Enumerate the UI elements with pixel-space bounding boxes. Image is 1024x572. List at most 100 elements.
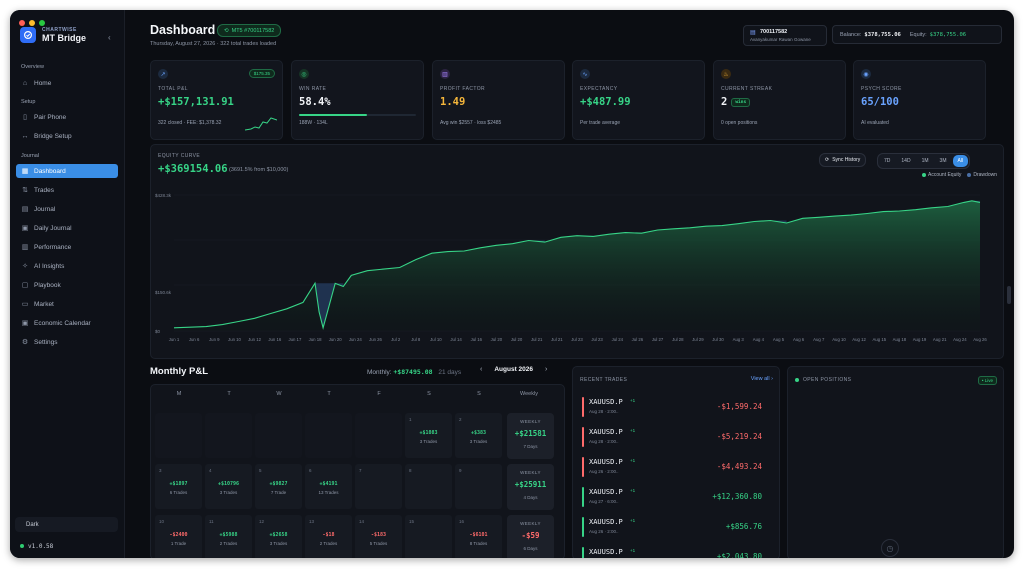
trade-row[interactable]: XAUUSD.P +1 Aug 28 · 2:00.. -$5,219.24 (582, 427, 772, 449)
stat-value-text: 2 (721, 96, 728, 108)
sidebar-item-bridge-setup[interactable]: ↔ Bridge Setup (16, 129, 118, 143)
x-tick-label: Jul 2 (391, 337, 401, 342)
day-pnl: +$4191 (319, 481, 338, 487)
trade-row[interactable]: XAUUSD.P +1 Aug 26 · 2:00.. -$4,493.24 (582, 457, 772, 479)
sidebar-item-market[interactable]: ▭ Market (16, 297, 118, 311)
theme-toggle[interactable]: Dark (15, 517, 118, 532)
trade-row[interactable]: XAUUSD.P +1 Aug 28 · 2:00.. -$1,599.24 (582, 397, 772, 419)
stat-sub: Per trade average (580, 120, 621, 126)
x-tick-label: Aug 10 (832, 337, 846, 342)
calendar-day-cell[interactable]: 10 -$2400 1 Trade (155, 515, 202, 558)
calendar-icon: ▣ (21, 320, 29, 327)
collapse-sidebar-icon[interactable]: ‹ (108, 33, 111, 42)
x-tick-label: Aug 4 (753, 337, 765, 342)
sidebar-item-journal[interactable]: ▤ Journal (16, 202, 118, 216)
x-tick-label: Jun 12 (248, 337, 262, 342)
sidebar-item-label: Dashboard (34, 167, 66, 175)
account-selector[interactable]: ▤ 700117582 Avanyakumar Rawan Gowane (743, 25, 827, 46)
trade-row[interactable]: XAUUSD.P +1 Aug 27 · 6:00.. +$12,360.80 (582, 487, 772, 509)
day-trades: 3 Trades (469, 439, 488, 444)
calendar-day-cell[interactable]: 12 +$2658 3 Trades (255, 515, 302, 558)
range-7d-button[interactable]: 7D (884, 158, 891, 164)
sidebar-item-pair-phone[interactable]: ▯ Pair Phone (16, 110, 118, 124)
x-tick-label: Aug 19 (913, 337, 927, 342)
sidebar-item-playbook[interactable]: ▢ Playbook (16, 278, 118, 292)
calendar-day-cell[interactable]: 9 (455, 464, 502, 509)
chevron-left-icon[interactable]: ‹ (480, 366, 483, 373)
trade-tag: +1 (630, 548, 636, 553)
x-tick-label: Jul 27 (652, 337, 664, 342)
calendar-day-cell[interactable]: 7 (355, 464, 402, 509)
x-tick-label: Aug 18 (893, 337, 907, 342)
calendar-day-cell[interactable]: 13 -$18 2 Trades (305, 515, 352, 558)
trade-amount: +$12,360.80 (712, 492, 762, 501)
day-trades: 8 Trades (469, 541, 488, 546)
calendar-day-cell[interactable]: 16 -$6101 8 Trades (455, 515, 502, 558)
day-number: 9 (459, 468, 462, 473)
view-all-link[interactable]: View all › (750, 376, 773, 382)
sidebar-item-trades[interactable]: ⇅ Trades (16, 183, 118, 197)
sidebar-item-dashboard[interactable]: ▦ Dashboard (16, 164, 118, 178)
calendar-day-cell[interactable]: 2 +$383 3 Trades (455, 413, 502, 458)
maximize-window-button[interactable] (39, 20, 45, 26)
calendar-icon: ▣ (21, 225, 29, 232)
sidebar-item-performance[interactable]: ▥ Performance (16, 240, 118, 254)
range-3m-button[interactable]: 3M (939, 158, 947, 164)
equity-label: Equity: (909, 31, 927, 38)
sidebar-item-ai-insights[interactable]: ✧ AI Insights (16, 259, 118, 273)
x-tick-label: Aug 26 (973, 337, 987, 342)
account-badge[interactable]: ⟲ MT5 #700117582 (217, 24, 282, 37)
stat-label: CURRENT STREAK (721, 86, 773, 92)
account-number: 700117582 (760, 29, 788, 35)
stat-sub: 322 closed · FEE: $1,378.32 (158, 120, 222, 126)
trade-row[interactable]: XAUUSD.P +1 Aug 26 · 2:00.. +$856.76 (582, 517, 772, 539)
account-name: Avanyakumar Rawan Gowane (750, 37, 811, 42)
pnl-calendar: M T W T F S S Weekly 1 +$1083 3 Trades 2 +$383 3 Trad… (150, 384, 565, 558)
sync-history-button[interactable]: ⟳ Sync History (819, 153, 867, 167)
calendar-day-cell[interactable]: 6 +$4191 13 Trades (305, 464, 352, 509)
minimize-window-button[interactable] (29, 20, 35, 26)
calendar-day-cell[interactable]: 5 +$9827 7 Trade (255, 464, 302, 509)
calendar-header: T (327, 391, 331, 397)
sidebar-item-home[interactable]: ⌂ Home (16, 76, 118, 90)
day-number: 3 (159, 468, 162, 473)
document-icon: ▤ (750, 30, 756, 36)
range-all-button[interactable]: All (952, 155, 969, 167)
stat-card-profit-factor: ▥ PROFIT FACTOR 1.49 Avg win $2557 · loss $… (432, 60, 565, 140)
calendar-day-cell[interactable]: 4 +$10796 3 Trades (205, 464, 252, 509)
trade-tag: +1 (630, 398, 636, 403)
range-1m-button[interactable]: 1M (921, 158, 929, 164)
calendar-day-cell[interactable]: 14 -$183 5 Trades (355, 515, 402, 558)
day-pnl: -$6101 (469, 532, 488, 538)
chevron-right-icon[interactable]: › (545, 366, 548, 373)
sidebar-item-daily-journal[interactable]: ▣ Daily Journal (16, 221, 118, 235)
sparkle-icon: ✧ (22, 263, 28, 270)
brand-company: CHARTWISE (42, 27, 77, 33)
calendar-day-cell[interactable]: 8 (405, 464, 452, 509)
live-dot-icon (795, 377, 799, 382)
day-pnl: +$10796 (217, 481, 240, 487)
calendar-day-cell[interactable]: 15 (405, 515, 452, 558)
x-tick-label: Jul 21 (551, 337, 563, 342)
range-14d-button[interactable]: 14D (901, 158, 911, 164)
sidebar-item-settings[interactable]: ⚙ Settings (16, 335, 118, 349)
brand: CHARTWISE MT Bridge (20, 27, 86, 43)
trade-symbol: XAUUSD.P (589, 548, 623, 556)
calendar-day-cell[interactable]: 3 +$1897 6 Trades (155, 464, 202, 509)
playbook-icon: ▢ (21, 282, 29, 289)
x-tick-label: Aug 21 (933, 337, 947, 342)
calendar-day-cell[interactable]: 11 +$5988 2 Trades (205, 515, 252, 558)
sidebar-item-economic-calendar[interactable]: ▣ Economic Calendar (16, 316, 118, 330)
calendar-header: T (227, 391, 231, 397)
trade-amount: -$4,493.24 (716, 462, 762, 471)
day-pnl: -$18 (322, 532, 335, 538)
x-tick-label: Jul 26 (632, 337, 644, 342)
calendar-day-cell[interactable]: 1 +$1083 3 Trades (405, 413, 452, 458)
day-trades: 13 Trades (318, 490, 339, 495)
sparkline-line (245, 117, 277, 131)
close-window-button[interactable] (19, 20, 25, 26)
day-number: 5 (259, 468, 262, 473)
day-trades: 2 Trades (219, 541, 238, 546)
scrollbar[interactable] (1007, 286, 1011, 304)
